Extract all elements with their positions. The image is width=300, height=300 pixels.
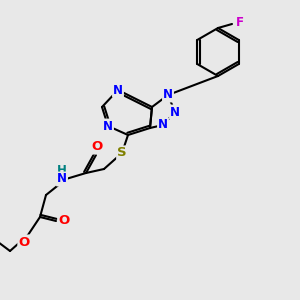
Text: N: N (163, 88, 173, 101)
Text: N: N (103, 119, 113, 133)
Text: N: N (170, 106, 180, 118)
Text: N: N (113, 83, 123, 97)
Text: N: N (158, 118, 168, 131)
Text: O: O (58, 214, 70, 227)
Text: H: H (57, 164, 67, 178)
Text: F: F (236, 16, 244, 29)
Text: O: O (92, 140, 103, 154)
Text: O: O (18, 236, 30, 248)
Text: S: S (117, 146, 127, 160)
Text: N: N (57, 172, 67, 185)
